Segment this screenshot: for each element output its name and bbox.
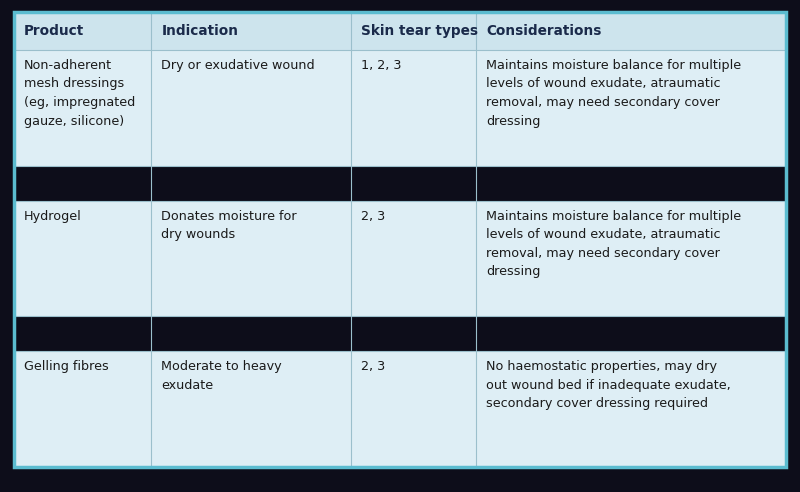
Bar bbox=[14, 316, 151, 351]
Bar bbox=[14, 166, 151, 201]
Text: Product: Product bbox=[24, 24, 84, 38]
Text: Hydrogel: Hydrogel bbox=[24, 210, 82, 223]
Bar bbox=[151, 201, 350, 316]
Bar bbox=[14, 12, 151, 50]
Bar bbox=[477, 12, 786, 50]
Bar bbox=[477, 351, 786, 467]
Bar bbox=[151, 50, 350, 166]
Text: Skin tear types: Skin tear types bbox=[361, 24, 478, 38]
Text: Moderate to heavy
exudate: Moderate to heavy exudate bbox=[162, 360, 282, 392]
Bar bbox=[477, 50, 786, 166]
Text: Dry or exudative wound: Dry or exudative wound bbox=[162, 59, 315, 72]
Text: Gelling fibres: Gelling fibres bbox=[24, 360, 109, 373]
Bar bbox=[14, 201, 151, 316]
Bar bbox=[151, 351, 350, 467]
Bar bbox=[477, 316, 786, 351]
Text: Donates moisture for
dry wounds: Donates moisture for dry wounds bbox=[162, 210, 297, 241]
Bar bbox=[350, 166, 477, 201]
Text: Maintains moisture balance for multiple
levels of wound exudate, atraumatic
remo: Maintains moisture balance for multiple … bbox=[486, 59, 742, 127]
Bar bbox=[350, 50, 477, 166]
Bar bbox=[14, 50, 151, 166]
Text: 1, 2, 3: 1, 2, 3 bbox=[361, 59, 401, 72]
Bar bbox=[14, 351, 151, 467]
Bar bbox=[151, 12, 350, 50]
Bar bbox=[350, 316, 477, 351]
Text: Considerations: Considerations bbox=[486, 24, 602, 38]
Bar bbox=[350, 351, 477, 467]
Bar bbox=[151, 316, 350, 351]
Bar bbox=[477, 166, 786, 201]
Bar bbox=[350, 12, 477, 50]
Text: No haemostatic properties, may dry
out wound bed if inadequate exudate,
secondar: No haemostatic properties, may dry out w… bbox=[486, 360, 731, 410]
Bar bbox=[350, 201, 477, 316]
Text: 2, 3: 2, 3 bbox=[361, 360, 385, 373]
Text: Indication: Indication bbox=[162, 24, 238, 38]
Text: Maintains moisture balance for multiple
levels of wound exudate, atraumatic
remo: Maintains moisture balance for multiple … bbox=[486, 210, 742, 278]
Text: Non-adherent
mesh dressings
(eg, impregnated
gauze, silicone): Non-adherent mesh dressings (eg, impregn… bbox=[24, 59, 135, 127]
Text: 2, 3: 2, 3 bbox=[361, 210, 385, 223]
Bar bbox=[151, 166, 350, 201]
Bar bbox=[477, 201, 786, 316]
